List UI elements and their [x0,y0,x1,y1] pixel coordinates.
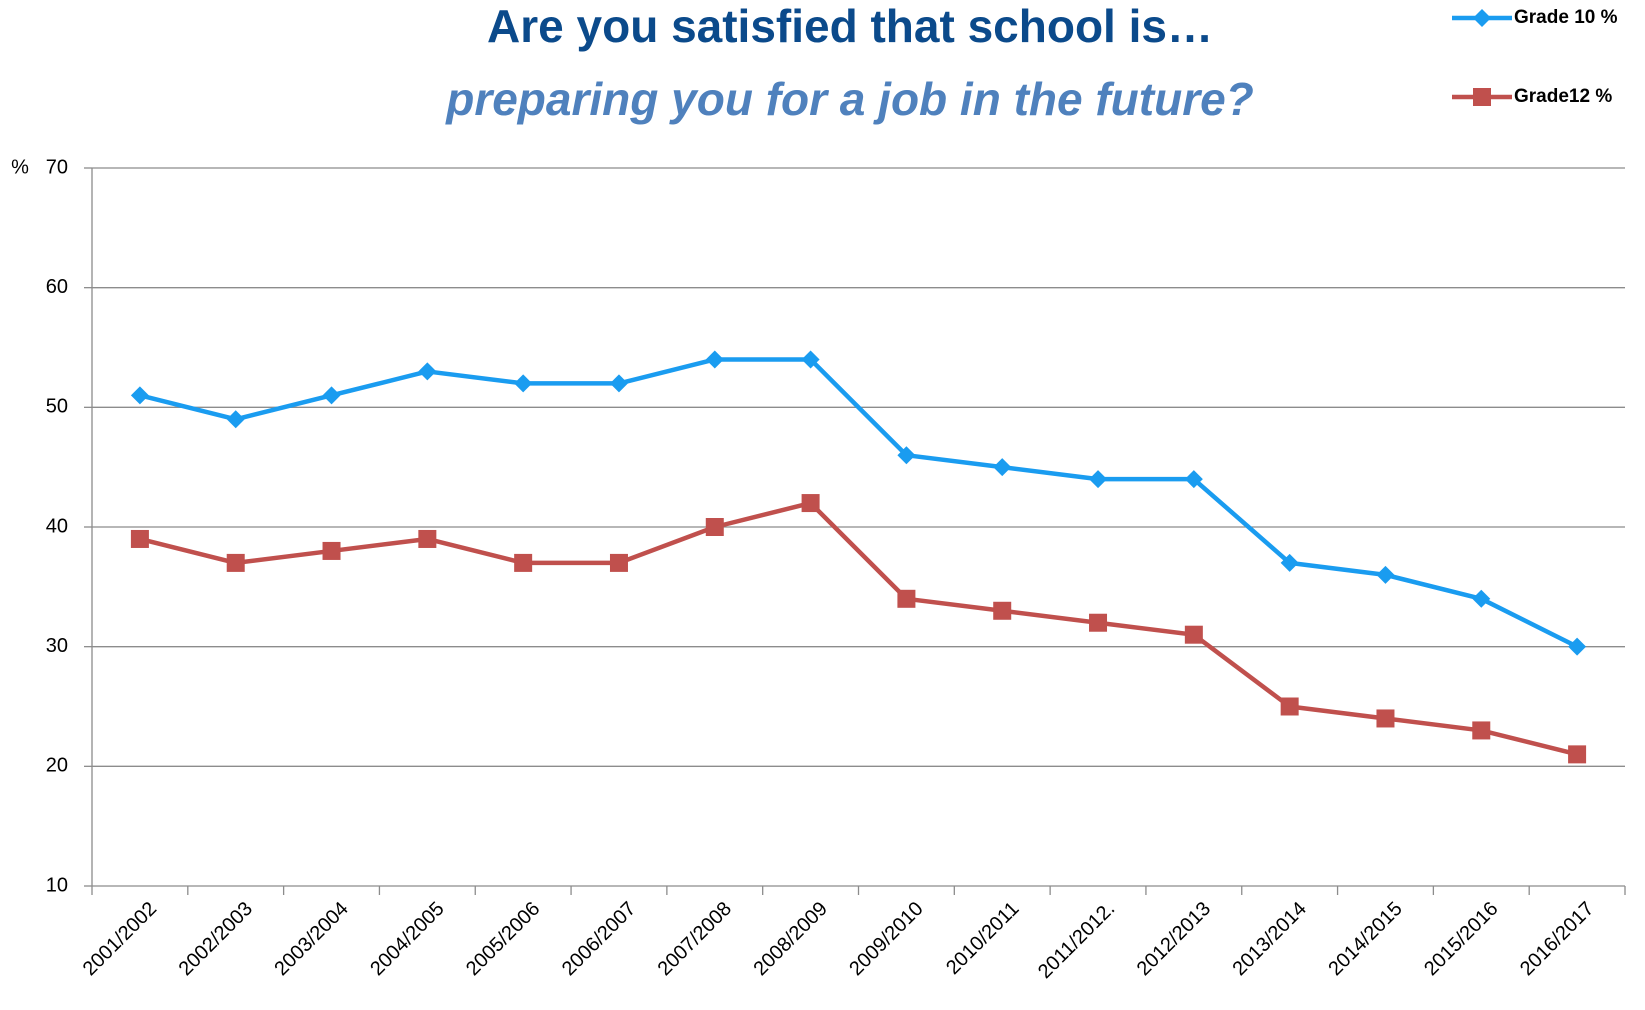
data-point [226,553,245,572]
x-tick-label: 2015/2016 [1420,898,1502,980]
legend-marker [1473,9,1491,27]
x-tick-label: 2004/2005 [366,898,448,980]
data-point [322,541,341,560]
x-tick-label: 2009/2010 [845,898,927,980]
series-line [139,357,1579,649]
y-tick-label: 10 [46,874,68,896]
legend-label: Grade12 % [1514,86,1612,107]
x-tick-label: 2012/2013 [1133,898,1215,980]
y-axis-label: % [11,156,29,178]
data-point [609,553,628,572]
y-tick-label: 50 [46,396,68,418]
x-tick-label: 2007/2008 [654,898,736,980]
x-tick-label: 2002/2003 [175,898,257,980]
data-point [322,386,341,405]
legend-label: Grade 10 % [1514,7,1618,28]
data-point [130,386,149,405]
data-point [1472,589,1491,608]
chart-subtitle: preparing you for a job in the future? [444,73,1254,125]
y-tick-label: 60 [46,276,68,298]
data-point [897,589,916,608]
data-point [801,494,820,513]
data-point [1376,565,1395,584]
data-point [226,410,245,429]
data-point [993,601,1012,620]
x-tick-label: 2010/2011 [942,898,1023,979]
x-tick-label: 2013/2014 [1229,898,1311,980]
x-tick-label: 2006/2007 [558,898,640,980]
data-point [514,553,533,572]
data-point [418,529,437,548]
data-point [1568,637,1587,656]
y-tick-label: 30 [46,635,68,657]
data-point [1568,745,1587,764]
data-point [418,362,437,381]
data-point [1280,697,1299,716]
data-point [993,458,1012,477]
data-point [1376,709,1395,728]
x-tick-label: 2016/2017 [1516,898,1598,980]
data-point [1184,470,1203,489]
data-point [1184,625,1203,644]
data-point [705,350,724,369]
y-tick-label: 70 [46,156,68,178]
x-tick-label: 2001/2002 [79,898,161,980]
legend-marker [1473,88,1491,106]
data-point [1280,553,1299,572]
data-point [801,350,820,369]
x-tick-label: 2003/2004 [270,898,352,980]
data-point [897,446,916,465]
data-point [705,518,724,536]
data-point [1472,721,1491,740]
data-point [609,374,628,393]
x-tick-label: 2011/2012. [1034,898,1119,983]
series-line [139,500,1578,757]
chart-title: Are you satisfied that school is… [487,0,1213,52]
x-tick-label: 2008/2009 [749,898,831,980]
x-tick-label: 2005/2006 [462,898,544,980]
data-point [514,374,533,393]
data-point [1089,470,1108,489]
y-tick-label: 40 [46,515,68,537]
data-point [1089,613,1108,632]
y-tick-label: 20 [46,755,68,777]
x-tick-label: 2014/2015 [1324,898,1406,980]
data-point [130,529,149,548]
